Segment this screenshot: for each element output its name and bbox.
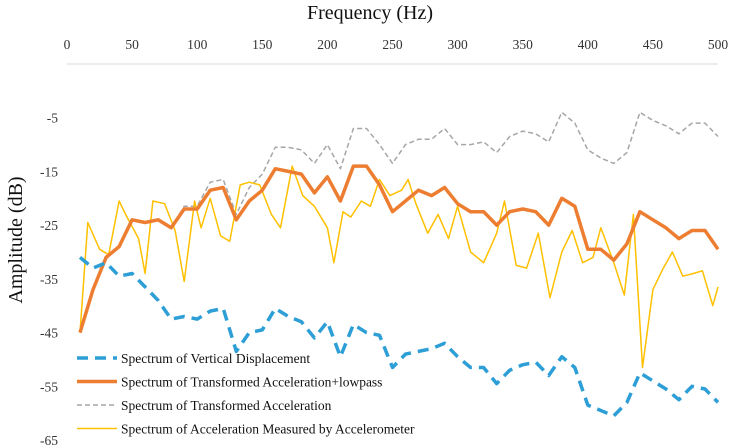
y-tick-label--45: -45 (40, 326, 58, 341)
legend-label-4: Spectrum of Acceleration Measured by Acc… (121, 422, 415, 437)
y-tick-label--5: -5 (47, 111, 58, 126)
y-tick-label--15: -15 (40, 164, 58, 179)
legend-label-2: Spectrum of Transformed Acceleration+low… (121, 375, 382, 390)
x-tick-label-150: 150 (252, 37, 273, 52)
x-tick-label-100: 100 (187, 37, 208, 52)
x-tick-label-450: 450 (643, 37, 664, 52)
x-tick-label-0: 0 (64, 37, 71, 52)
x-axis-title: Frequency (Hz) (307, 2, 433, 24)
y-tick-label--35: -35 (40, 272, 58, 287)
x-tick-label-200: 200 (317, 37, 338, 52)
series-line-4 (79, 165, 719, 369)
legend: Spectrum of Vertical Displacement Spectru… (77, 351, 415, 437)
y-tick-labels: -5 -15 -25 -35 -45 -55 -65 (40, 111, 58, 448)
y-tick-label--25: -25 (40, 218, 58, 233)
legend-label-1: Spectrum of Vertical Displacement (121, 351, 310, 366)
y-tick-label--65: -65 (40, 433, 58, 448)
x-tick-labels: 0 50 100 150 200 250 300 350 400 450 500 (64, 37, 729, 52)
x-tick-label-500: 500 (708, 37, 729, 52)
legend-label-3: Spectrum of Transformed Acceleration (121, 398, 332, 413)
series-layer (78, 111, 720, 418)
x-tick-label-350: 350 (513, 37, 534, 52)
series-line-3 (79, 111, 719, 333)
y-axis-title: Amplitude (dB) (5, 176, 27, 303)
x-tick-label-50: 50 (125, 37, 139, 52)
series-line-2 (78, 164, 720, 334)
x-tick-label-300: 300 (447, 37, 468, 52)
y-tick-label--55: -55 (40, 379, 58, 394)
x-tick-label-400: 400 (578, 37, 599, 52)
x-tick-label-250: 250 (382, 37, 403, 52)
